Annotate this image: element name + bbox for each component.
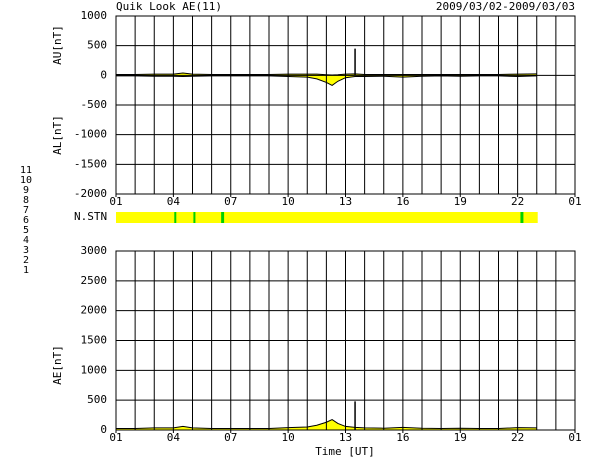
x-tick-label: 07 — [224, 431, 237, 444]
station-legend-label: 5 — [23, 225, 29, 236]
x-tick-label: 16 — [396, 195, 409, 208]
x-tick-label: 01 — [109, 431, 122, 444]
y-tick-label: -1500 — [74, 157, 107, 170]
x-tick-label: 10 — [282, 195, 295, 208]
station-legend-label: 8 — [23, 195, 29, 206]
date-range: 2009/03/02-2009/03/03 — [436, 0, 575, 13]
x-tick-label: 16 — [396, 431, 409, 444]
station-legend-label: 11 — [20, 165, 32, 176]
y-tick-label: 3000 — [81, 244, 108, 257]
y-tick-label: 0 — [100, 68, 107, 81]
y-tick-label: 0 — [100, 423, 107, 436]
station-legend-label: 2 — [23, 255, 29, 266]
plot-frame — [115, 250, 576, 431]
y-tick-label: 1000 — [81, 363, 108, 376]
station-bar — [116, 212, 538, 223]
station-legend-label: 7 — [23, 205, 29, 216]
title: Quik Look AE(11) — [116, 0, 222, 13]
station-legend-label: 10 — [20, 175, 32, 186]
y-tick-label: 500 — [87, 39, 107, 52]
y-tick-label: 2000 — [81, 304, 108, 317]
y-tick-label: 1000 — [81, 9, 108, 22]
x-tick-label: 13 — [339, 431, 352, 444]
y-axis-label: AE[nT] — [51, 345, 64, 385]
x-tick-label: 04 — [167, 195, 181, 208]
x-tick-label: 13 — [339, 195, 352, 208]
y-tick-label: -1000 — [74, 128, 107, 141]
y-tick-label: 500 — [87, 393, 107, 406]
x-tick-label: 10 — [282, 431, 295, 444]
y-axis-label: AL[nT] — [51, 115, 64, 155]
x-tick-label: 01 — [568, 431, 581, 444]
x-tick-label: 19 — [454, 195, 467, 208]
x-tick-label: 22 — [511, 195, 524, 208]
series-line — [116, 418, 537, 430]
y-tick-label: 2500 — [81, 274, 108, 287]
y-axis-label: AU[nT] — [51, 25, 64, 65]
station-legend-label: 4 — [23, 235, 29, 246]
x-tick-label: 07 — [224, 195, 237, 208]
station-drop — [521, 212, 524, 223]
x-axis-label: Time [UT] — [315, 445, 375, 458]
x-tick-label: 01 — [568, 195, 581, 208]
series-line — [116, 72, 537, 76]
x-tick-label: 01 — [109, 195, 122, 208]
station-legend-label: 3 — [23, 245, 29, 256]
y-tick-label: -500 — [81, 98, 108, 111]
y-tick-label: -2000 — [74, 187, 107, 200]
station-drop — [174, 212, 177, 223]
plot-frame — [115, 15, 576, 195]
x-tick-label: 04 — [167, 431, 181, 444]
x-tick-label: 22 — [511, 431, 524, 444]
station-legend-label: 9 — [23, 185, 29, 196]
y-tick-label: 1500 — [81, 334, 108, 347]
station-legend-label: 6 — [23, 215, 29, 226]
series-line — [116, 75, 537, 87]
x-tick-label: 19 — [454, 431, 467, 444]
station-legend-label: 1 — [23, 265, 29, 276]
station-drop — [222, 212, 225, 223]
station-drop — [193, 212, 196, 223]
station-label: N.STN — [74, 210, 107, 223]
